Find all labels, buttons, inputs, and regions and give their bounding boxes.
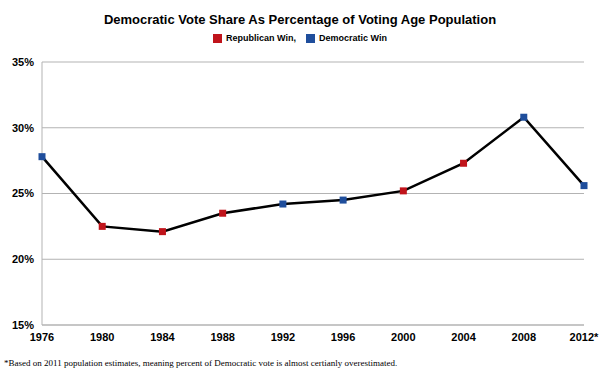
html-text:Republican Win,: Republican Win, xyxy=(226,33,296,43)
html-text:*Based on 2011 population esti: *Based on 2011 population estimates, mea… xyxy=(4,358,398,368)
svg-text:2012*: 2012* xyxy=(570,331,592,343)
svg-text:25%: 25% xyxy=(12,187,34,199)
html-text:Democratic Vote Share As Perce: Democratic Vote Share As Percentage of V… xyxy=(103,12,497,27)
svg-text:20%: 20% xyxy=(12,253,34,265)
svg-text:1984: 1984 xyxy=(150,331,175,343)
svg-text:35%: 35% xyxy=(12,56,34,68)
svg-text:1976: 1976 xyxy=(30,331,54,343)
html-text:Democratic Win: Democratic Win xyxy=(319,33,387,43)
svg-text:1996: 1996 xyxy=(331,331,355,343)
svg-text:2000: 2000 xyxy=(391,331,415,343)
svg-text:1980: 1980 xyxy=(90,331,114,343)
svg-text:30%: 30% xyxy=(12,122,34,134)
svg-text:2008: 2008 xyxy=(512,331,536,343)
svg-text:1992: 1992 xyxy=(271,331,295,343)
svg-text:2004: 2004 xyxy=(451,331,476,343)
svg-text:15%: 15% xyxy=(12,319,34,331)
svg-text:1988: 1988 xyxy=(210,331,234,343)
